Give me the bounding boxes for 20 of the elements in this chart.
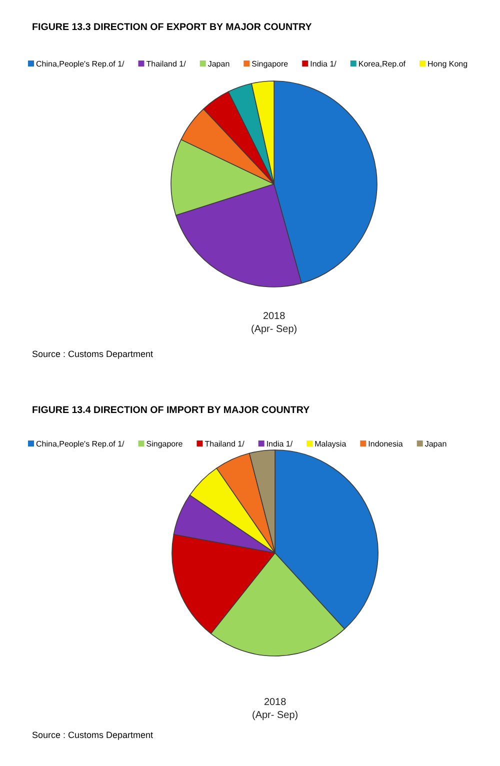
text: 2018 (Apr- Sep) [252,697,298,721]
legend-label: China,People's Rep.of 1/ [36,440,126,449]
legend-label: Japan [208,60,230,69]
legend-label: Japan [424,440,447,449]
legend-label: Hong Kong [428,60,468,69]
chart-title: FIGURE 13.3 DIRECTION OF EXPORT BY MAJOR COUNTRY [32,22,312,33]
legend-label: Thailand 1/ [146,60,187,69]
text: 2018 (Apr- Sep) [251,311,298,335]
legend-label: Indonesia [368,440,404,449]
chart-title: FIGURE 13.4 DIRECTION OF IMPORT BY MAJOR COUNTRY [32,405,310,416]
legend-label: India 1/ [266,440,294,449]
legend-label: China,People's Rep.of 1/ [36,60,126,69]
legend-label: Singapore [252,60,289,69]
legend-label: Korea,Rep.of [358,60,406,69]
legend-label: Singapore [146,440,184,449]
legend-label: Thailand 1/ [204,440,246,449]
source-note: Source : Customs Department [32,349,154,359]
source-note: Source : Customs Department [32,730,154,740]
legend-label: India 1/ [310,60,338,69]
legend-label: Malaysia [314,440,347,449]
